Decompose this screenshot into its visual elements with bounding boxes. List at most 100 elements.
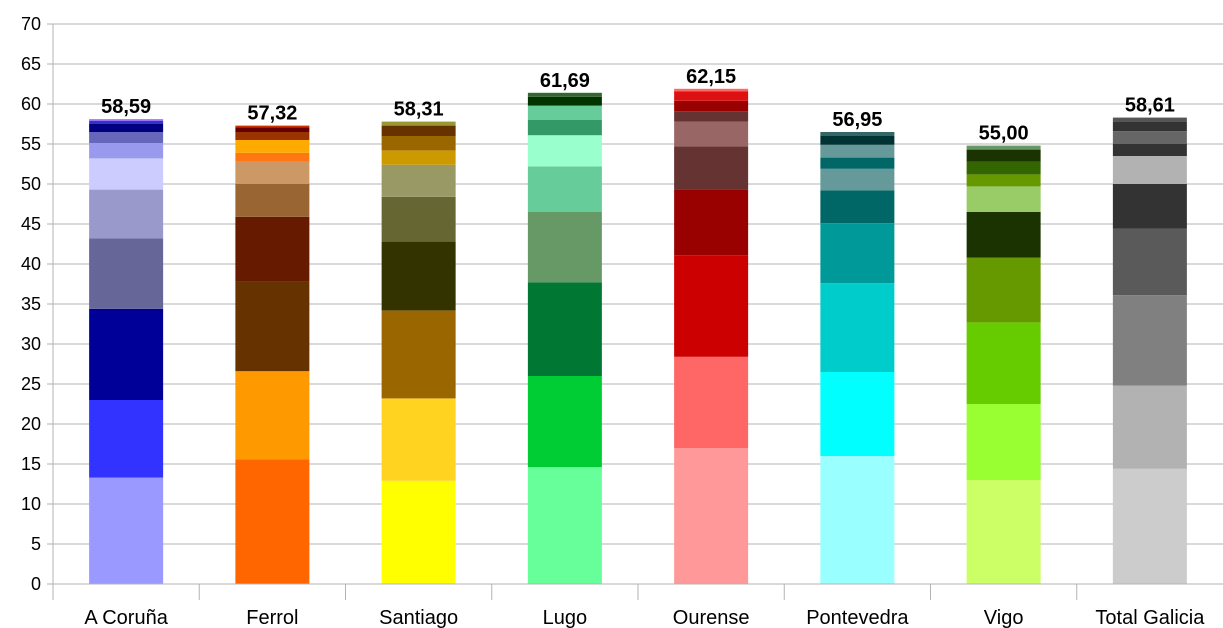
total-value-label: 58,31 [394, 99, 444, 121]
bar-segment [235, 459, 310, 584]
y-tick-label: 35 [21, 294, 41, 314]
y-tick-label: 60 [21, 94, 41, 114]
total-value-label: 58,61 [1125, 95, 1175, 117]
y-tick-label: 5 [31, 534, 41, 554]
x-axis-category-labels: A Coruña Ferrol Santiago Lugo Ourense Ponteve… [84, 607, 1205, 628]
bar-segment [820, 132, 895, 136]
y-tick-label: 0 [31, 574, 41, 594]
x-category-label: Total Galicia [1095, 607, 1205, 628]
x-category-label: A Coruña [84, 607, 168, 628]
bar-segment [89, 158, 164, 190]
bar-segment [1112, 184, 1187, 229]
bar-segment [381, 121, 456, 126]
y-axis-tick-labels: 0 5 10 15 20 25 30 35 40 45 50 55 60 65 70 [21, 14, 53, 594]
bar-segment [381, 241, 456, 311]
bar-segment [1112, 156, 1187, 184]
x-category-label: Pontevedra [806, 607, 909, 628]
bar-segment [674, 111, 749, 122]
bar-segment [1112, 468, 1187, 584]
y-tick-label: 30 [21, 334, 41, 354]
bar-segment [89, 238, 164, 309]
bar-segment [820, 168, 895, 191]
bar-segment [89, 119, 164, 121]
bar-segment [381, 398, 456, 481]
bar-segment [820, 283, 895, 372]
bar-segment [1112, 295, 1187, 386]
bar-segment [966, 174, 1041, 187]
bar-segment [674, 91, 749, 101]
y-tick-label: 45 [21, 214, 41, 234]
bar-segment [89, 132, 164, 144]
bar-segment [235, 216, 310, 282]
bar-segment [1112, 144, 1187, 156]
bar-segment [966, 404, 1041, 480]
bar-segment [235, 281, 310, 372]
y-tick-label: 15 [21, 454, 41, 474]
gridlines [53, 23, 1223, 585]
bar-segment [966, 322, 1041, 404]
bar-segment [966, 212, 1041, 258]
bar-segment [820, 136, 895, 145]
bar-segment [89, 477, 164, 584]
bar-segment [235, 371, 310, 460]
bar-segment [674, 100, 749, 112]
bar-segment [674, 121, 749, 147]
bar-segment [89, 308, 164, 400]
bar-stack [1112, 117, 1187, 584]
bar-segment [89, 120, 164, 124]
bar-segment [820, 144, 895, 158]
bar-segment [235, 161, 310, 184]
bar-segment [235, 152, 310, 162]
y-tick-label: 55 [21, 134, 41, 154]
bar-segment [527, 376, 602, 468]
bar-segment [381, 310, 456, 399]
y-tick-label: 50 [21, 174, 41, 194]
bar-segment [1112, 228, 1187, 296]
bar-segment [674, 146, 749, 190]
bar-stack [235, 125, 310, 584]
bar-segment [674, 189, 749, 256]
bar-segment [89, 143, 164, 159]
bar-segment [527, 212, 602, 283]
bar-segment [381, 480, 456, 584]
bar-stack [820, 132, 895, 584]
y-tick-label: 65 [21, 54, 41, 74]
bar-segment [674, 448, 749, 584]
bar-stack [381, 121, 456, 584]
bar-segment [527, 120, 602, 136]
bar-segment [820, 157, 895, 169]
bar-segment [381, 196, 456, 242]
bar-segment [820, 190, 895, 224]
bar-segment [527, 467, 602, 584]
x-category-label: Ourense [673, 607, 750, 628]
bar-segment [381, 164, 456, 197]
bar-segment [235, 127, 310, 132]
x-category-label: Santiago [379, 607, 458, 628]
bar-segment [820, 372, 895, 456]
bar-segment [89, 189, 164, 239]
bar-segment [527, 105, 602, 120]
bar-segment [527, 135, 602, 167]
bar-stack [674, 88, 749, 584]
bar-stack [966, 145, 1041, 584]
bar-segment [966, 480, 1041, 584]
bar-segment [966, 186, 1041, 212]
bar-segment [235, 140, 310, 153]
total-value-label: 61,69 [540, 70, 590, 92]
y-tick-label: 10 [21, 494, 41, 514]
bar-segment [381, 150, 456, 165]
bar-segment [381, 136, 456, 151]
bar-segment [235, 184, 310, 217]
bar-segment [674, 255, 749, 357]
bar-segment [1112, 131, 1187, 144]
bar-stack [89, 119, 164, 584]
x-category-label: Lugo [543, 607, 588, 628]
bar-segment [674, 356, 749, 448]
bar-segment [89, 124, 164, 132]
y-tick-label: 70 [21, 14, 41, 34]
y-tick-label: 25 [21, 374, 41, 394]
bar-segment [527, 92, 602, 97]
bar-segment [1112, 385, 1187, 469]
bar-segment [527, 96, 602, 106]
